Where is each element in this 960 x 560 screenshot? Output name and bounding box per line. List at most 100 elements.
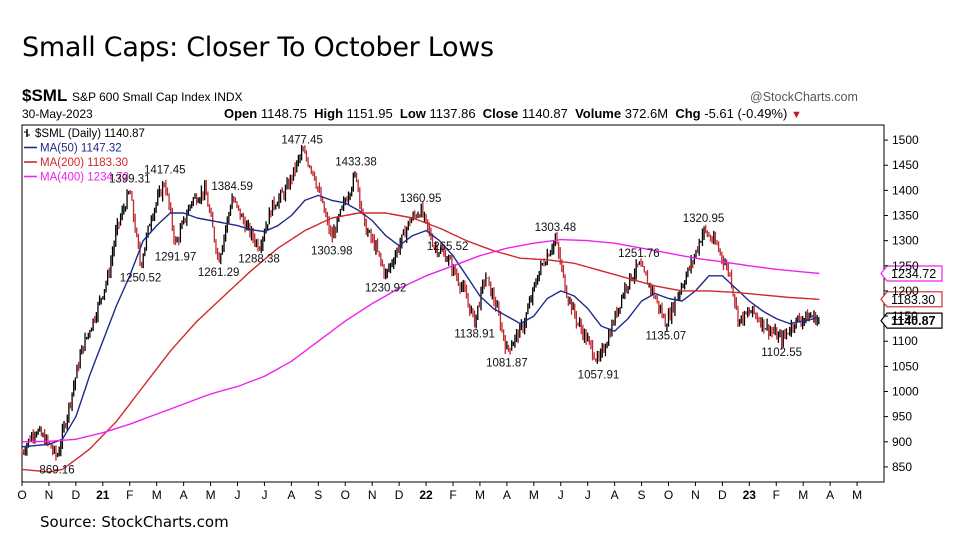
price-series: [21, 144, 820, 461]
x-tick-label: F: [773, 488, 780, 502]
y-tick-label: 950: [892, 410, 912, 424]
annotation-label: 1417.45: [144, 165, 186, 177]
x-tick-label: S: [314, 488, 322, 502]
series-ma-400-: [21, 238, 820, 443]
volume-label: Volume: [575, 106, 622, 121]
source-note: Source: StockCharts.com: [40, 513, 229, 531]
axes: 850 900 950 1000 1050 1100 1150 1200 1250 1300 135…: [17, 133, 919, 502]
annotation-label: 1138.91: [454, 329, 495, 341]
chart-legend: $SML (Daily) 1140.87 MA(50) 1147.32 MA(200…: [24, 128, 145, 184]
high-label: High: [314, 106, 344, 121]
x-tick-label: F: [126, 488, 133, 502]
annotation-label: 1261.29: [198, 267, 240, 279]
annotations: 869.16 1399.31 1250.52 1417.45 1291.971261.2…: [39, 134, 943, 476]
y-tick-label: 850: [892, 460, 912, 474]
x-tick-label: A: [826, 488, 834, 502]
x-tick-label: M: [529, 488, 539, 502]
legend-entry: MA(200) 1183.30: [40, 157, 128, 169]
annotation-label: 1399.31: [109, 174, 151, 186]
annotation-label: 1303.98: [311, 246, 353, 258]
open-label: Open: [224, 106, 258, 121]
annotation-label: 1230.92: [365, 282, 407, 294]
x-tick-label: A: [611, 488, 619, 502]
annotation-label: 1250.52: [120, 273, 162, 285]
last-value-label: 1140.87: [891, 314, 936, 328]
x-tick-label: 22: [419, 488, 433, 502]
series-ma-200-: [21, 212, 820, 473]
y-tick-label: 1250: [892, 259, 919, 273]
annotation-label: 1384.59: [211, 181, 253, 193]
chg-value: -5.61 (-0.49%): [704, 106, 788, 121]
y-tick-label: 1100: [892, 334, 918, 348]
x-tick-label: M: [152, 488, 162, 502]
x-tick-label: F: [449, 488, 456, 502]
x-tick-label: A: [287, 488, 295, 502]
x-tick-label: J: [558, 488, 564, 502]
index-name: S&P 600 Small Cap Index INDX: [72, 90, 243, 104]
y-tick-label: 1050: [892, 359, 919, 373]
x-tick-label: O: [341, 488, 350, 502]
last-value-label: 1183.30: [891, 293, 935, 307]
high-value: 1151.95: [346, 106, 393, 121]
volume-value: 372.6M: [624, 106, 669, 121]
open-value: 1148.75: [260, 106, 307, 121]
x-tick-label: N: [691, 488, 700, 502]
close-value: 1140.87: [521, 106, 568, 121]
y-tick-label: 900: [892, 435, 912, 449]
series-ma-50-: [21, 194, 820, 448]
annotation-label: 869.16: [39, 464, 74, 476]
x-tick-label: O: [17, 488, 26, 502]
ohlc-readout: Open 1148.75 High 1151.95 Low 1137.86 Cl…: [224, 106, 802, 121]
x-tick-label: N: [368, 488, 377, 502]
annotation-label: 1288.38: [238, 253, 280, 265]
chart-date: 30-May-2023: [22, 107, 93, 121]
chg-label: Chg: [675, 106, 701, 121]
legend-entry: MA(50) 1147.32: [40, 143, 122, 155]
x-tick-label: J: [585, 488, 591, 502]
annotation-label: 1102.55: [761, 347, 802, 359]
x-tick-label: M: [852, 488, 862, 502]
annotation-label: 1251.76: [618, 248, 660, 260]
last-value-box: [880, 265, 943, 282]
annotation-label: 1320.95: [683, 213, 725, 225]
last-value-box: [880, 312, 943, 329]
last-value-label: 1234.72: [891, 267, 936, 281]
y-tick-label: 1500: [892, 133, 919, 147]
series-lines: [21, 144, 820, 473]
x-tick-label: J: [235, 488, 241, 502]
legend-entry: $SML (Daily) 1140.87: [35, 128, 145, 140]
x-tick-label: D: [718, 488, 727, 502]
x-tick-label: N: [45, 488, 54, 502]
x-tick-label: M: [206, 488, 216, 502]
annotation-label: 1135.07: [645, 331, 686, 343]
slide-title: Small Caps: Closer To October Lows: [22, 32, 494, 63]
x-tick-label: M: [475, 488, 485, 502]
plot-frame: [21, 124, 885, 483]
low-value: 1137.86: [429, 106, 476, 121]
low-label: Low: [399, 106, 426, 121]
annotation-label: 1433.38: [335, 157, 377, 169]
annotation-label: 1291.97: [155, 252, 197, 264]
y-tick-label: 1000: [892, 384, 919, 398]
x-tick-label: A: [180, 488, 188, 502]
annotation-label: 1477.45: [281, 134, 323, 146]
x-tick-label: A: [503, 488, 511, 502]
y-tick-label: 1200: [892, 284, 919, 298]
last-value-box: [880, 291, 943, 308]
annotation-label: 1360.95: [400, 193, 442, 205]
x-tick-label: 21: [96, 488, 110, 502]
annotation-label: 1265.52: [427, 241, 469, 253]
y-tick-label: 1400: [892, 183, 919, 197]
x-tick-label: D: [72, 488, 81, 502]
y-tick-label: 1350: [892, 209, 919, 223]
symbol-label: $SML: [22, 86, 68, 105]
x-tick-label: J: [261, 488, 267, 502]
annotation-label: 1081.87: [486, 357, 528, 369]
y-tick-label: 1450: [892, 158, 919, 172]
x-tick-label: D: [395, 488, 404, 502]
y-tick-label: 1300: [892, 234, 919, 248]
down-arrow-icon: ▼: [790, 109, 802, 121]
annotation-label: 1303.48: [535, 222, 577, 234]
y-tick-label: 1150: [892, 309, 918, 323]
